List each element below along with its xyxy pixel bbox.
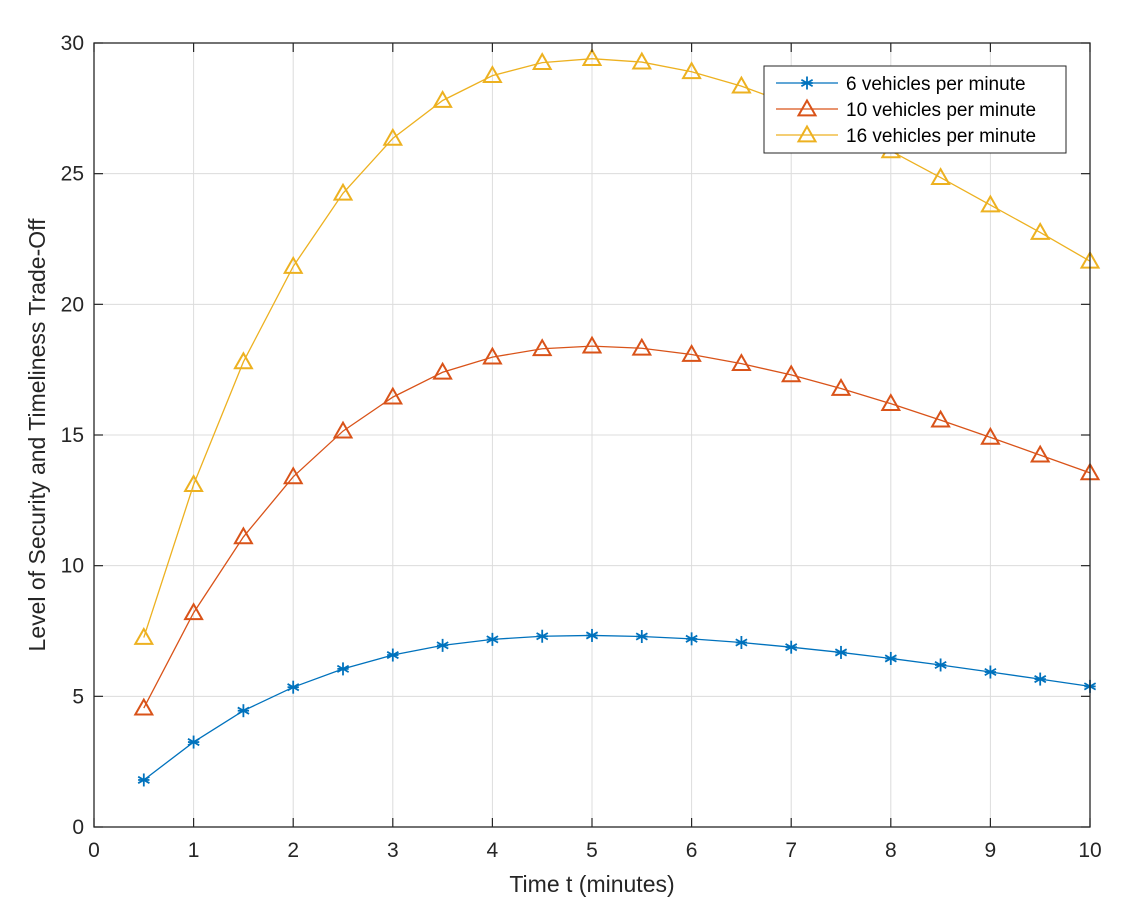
data-point (531, 338, 553, 357)
x-tick-label: 3 (387, 839, 399, 862)
data-point (934, 658, 947, 672)
data-point (685, 632, 698, 646)
data-point (336, 662, 350, 676)
data-point (731, 75, 752, 94)
data-point (287, 680, 300, 694)
data-point (482, 65, 503, 84)
x-tick-label: 10 (1078, 839, 1101, 862)
y-tick-label: 30 (61, 32, 84, 55)
data-point (536, 629, 549, 643)
data-point (332, 182, 354, 201)
y-tick-label: 25 (61, 163, 84, 186)
x-tick-label: 1 (188, 839, 200, 862)
data-point (631, 337, 653, 356)
x-axis: 0 1 2 3 4 5 6 7 8 9 10 (88, 43, 1102, 862)
data-point (432, 361, 453, 380)
data-point (482, 346, 503, 365)
y-tick-label: 10 (61, 555, 84, 578)
data-point (187, 735, 200, 749)
data-point (133, 697, 155, 716)
data-point (930, 167, 951, 185)
data-point (681, 61, 702, 80)
data-point (581, 48, 603, 67)
legend-label: 6 vehicles per minute (846, 74, 1026, 95)
data-point (830, 377, 852, 396)
data-point (1029, 221, 1051, 240)
series-line (143, 58, 1091, 638)
data-point (382, 127, 404, 146)
data-point (133, 627, 155, 645)
data-point (884, 651, 897, 665)
data-point (731, 353, 752, 372)
data-point (282, 466, 304, 485)
data-point (237, 704, 250, 718)
data-point (980, 426, 1001, 445)
grid (94, 43, 1090, 827)
legend-label: 10 vehicles per minute (846, 100, 1036, 121)
data-point (581, 335, 603, 354)
data-point (282, 255, 304, 274)
data-point (1029, 444, 1051, 463)
data-point (930, 409, 951, 428)
legend-marker (796, 124, 818, 143)
legend-marker (796, 98, 818, 117)
data-point (137, 773, 150, 787)
data-point (1034, 672, 1047, 686)
series-line (143, 634, 1091, 781)
y-tick-label: 0 (72, 816, 84, 839)
data-point (486, 632, 499, 646)
data-point (233, 526, 254, 545)
data-point (386, 648, 399, 662)
x-tick-label: 7 (785, 839, 797, 862)
x-tick-label: 6 (686, 839, 698, 862)
series-line (143, 345, 1091, 709)
data-point (332, 420, 354, 439)
x-tick-label: 0 (88, 839, 100, 862)
data-point (183, 474, 204, 493)
data-point (681, 343, 702, 362)
data-point (432, 89, 453, 108)
x-tick-label: 2 (287, 839, 299, 862)
data-point (635, 629, 648, 643)
data-point (436, 638, 449, 652)
x-tick-label: 5 (586, 839, 598, 862)
legend-marker (800, 76, 814, 90)
y-tick-label: 20 (61, 293, 84, 316)
y-tick-label: 5 (72, 685, 84, 708)
data-point (785, 640, 798, 654)
data-point (780, 364, 802, 383)
data-point (735, 635, 748, 649)
legend-entry: 16 vehicles per minute (776, 124, 1036, 147)
data-point (382, 386, 404, 405)
data-point (585, 628, 599, 642)
series-2 (133, 335, 1101, 716)
y-axis-title: Level of Security and Timeliness Trade-O… (24, 218, 50, 652)
legend-label: 16 vehicles per minute (846, 126, 1036, 147)
y-tick-label: 15 (61, 424, 84, 447)
series-3 (133, 48, 1101, 645)
x-tick-label: 9 (985, 839, 997, 862)
legend: 6 vehicles per minute 10 vehicles per min… (763, 65, 1067, 154)
y-axis: 0 5 10 15 20 25 30 (61, 32, 1090, 839)
x-tick-label: 4 (487, 839, 499, 862)
data-point (834, 645, 848, 659)
data-point (980, 194, 1001, 213)
legend-entry: 10 vehicles per minute (776, 98, 1036, 121)
x-tick-label: 8 (885, 839, 897, 862)
data-point (531, 52, 553, 70)
x-axis-title: Time t (minutes) (509, 871, 674, 897)
data-point (183, 602, 204, 621)
series-layer (133, 48, 1101, 787)
data-point (880, 393, 902, 412)
data-point (984, 665, 997, 679)
data-point (631, 51, 653, 70)
data-point (233, 351, 254, 370)
legend-entry: 6 vehicles per minute (776, 74, 1026, 95)
